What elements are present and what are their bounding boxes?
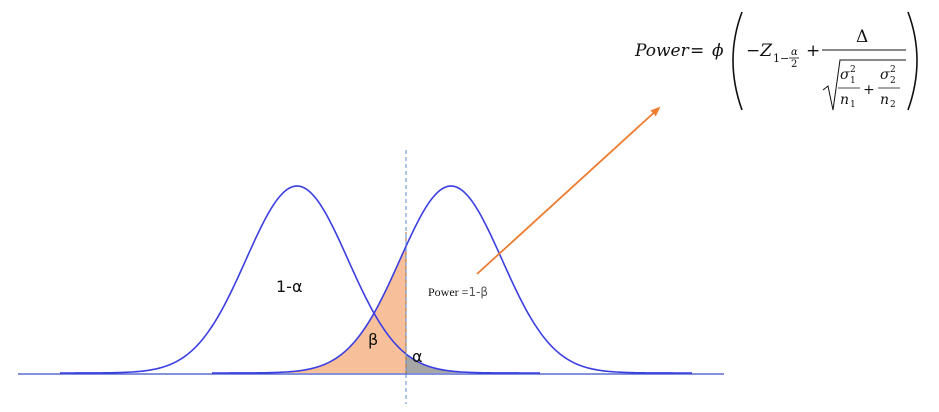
formula-sigma2: σ — [880, 67, 890, 83]
power-arrow — [476, 106, 661, 275]
formula-sigma1-sub: 1 — [850, 76, 856, 86]
formula-z-sub-prefix: 1− — [773, 52, 789, 65]
label-power: Power =1-β — [428, 285, 488, 299]
formula-plus: + — [806, 41, 820, 61]
alternative-distribution-curve — [212, 185, 692, 374]
formula-sigma2-sup: 2 — [890, 65, 896, 75]
label-power-prefix: Power = — [428, 285, 469, 299]
label-power-value: 1-β — [468, 285, 488, 299]
formula-sigma1: σ — [840, 67, 850, 83]
formula-plus-2: + — [863, 82, 875, 98]
formula-right-paren — [907, 11, 918, 111]
formula-minus-z: −Z — [746, 41, 773, 61]
formula-n1: n — [840, 92, 849, 108]
label-beta: β — [368, 330, 378, 349]
formula-n1-sub: 1 — [850, 100, 856, 110]
formula-left-paren — [732, 11, 743, 111]
formula-sigma2-sub: 2 — [890, 76, 896, 86]
null-distribution-curve — [60, 185, 540, 374]
formula-lhs: Power — [634, 41, 690, 61]
label-one-minus-alpha: 1-α — [276, 277, 303, 296]
formula-n2: n — [880, 92, 889, 108]
formula-z-sub-num: α — [791, 47, 798, 58]
formula-phi: ϕ — [712, 41, 724, 61]
formula-z-sub-den: 2 — [791, 59, 797, 70]
beta-region — [250, 246, 406, 373]
alpha-region — [406, 353, 500, 373]
formula-delta: Δ — [856, 27, 868, 47]
formula-sigma1-sup: 2 — [850, 65, 856, 75]
formula-equals: = — [690, 41, 704, 61]
power-formula: Power = ϕ −Z 1− α 2 + Δ σ 2 1 n 1 + σ 2 … — [634, 11, 918, 111]
label-alpha: α — [412, 347, 423, 366]
formula-n2-sub: 2 — [890, 100, 896, 110]
formula-radical — [822, 59, 906, 111]
